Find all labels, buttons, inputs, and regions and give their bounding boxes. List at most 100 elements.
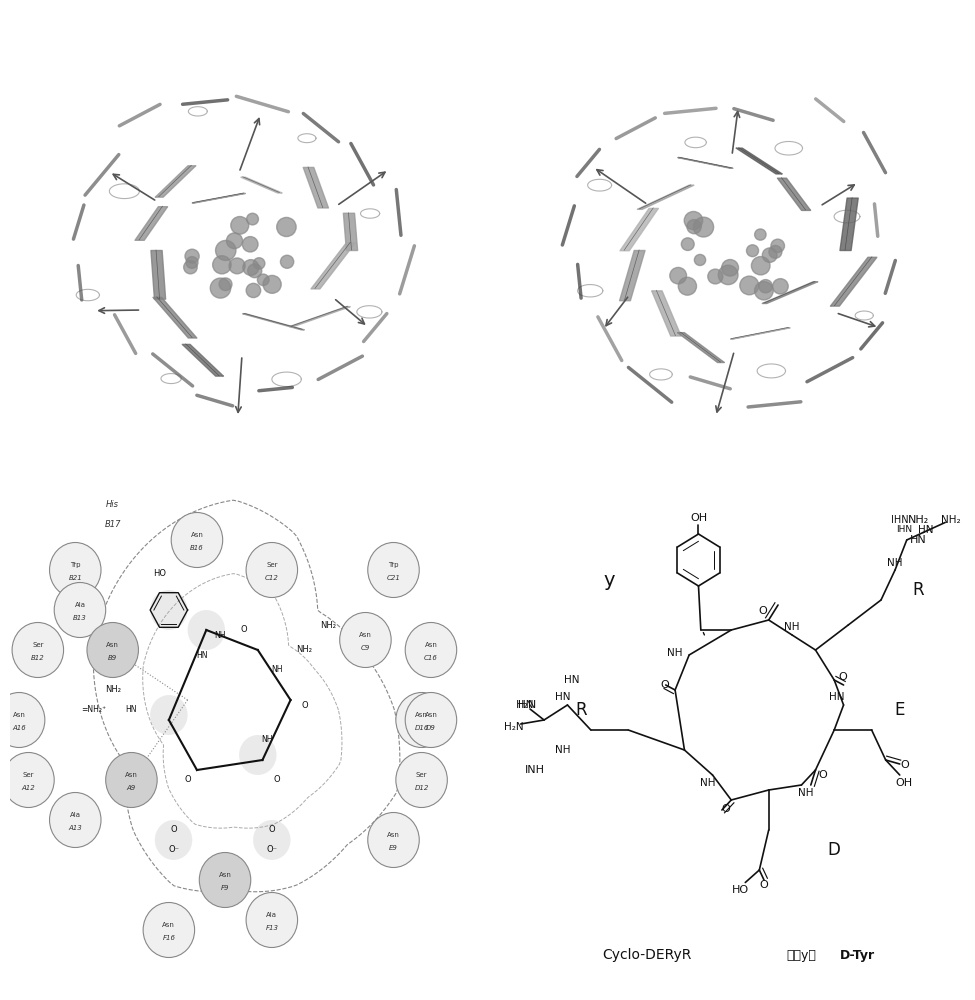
Text: HN: HN (196, 650, 208, 660)
Text: C9: C9 (361, 645, 370, 651)
Circle shape (368, 812, 419, 867)
Text: Asn: Asn (218, 872, 231, 878)
Text: E: E (894, 701, 905, 719)
Text: His: His (106, 500, 119, 509)
Text: O⁻: O⁻ (168, 846, 179, 854)
Circle shape (368, 542, 419, 597)
Circle shape (684, 211, 703, 230)
Text: O: O (722, 804, 730, 814)
Circle shape (231, 217, 249, 234)
Text: A12: A12 (21, 784, 35, 790)
Circle shape (211, 278, 231, 298)
Circle shape (55, 582, 105, 638)
Text: NH: NH (261, 736, 273, 744)
Text: B9: B9 (108, 654, 117, 660)
Circle shape (0, 692, 45, 748)
Text: HN: HN (555, 692, 570, 702)
Text: F9: F9 (220, 884, 229, 890)
Text: O: O (268, 826, 275, 834)
Circle shape (694, 254, 706, 266)
Circle shape (771, 239, 785, 253)
Text: HO: HO (732, 885, 749, 895)
Circle shape (254, 820, 291, 860)
Text: Asn: Asn (359, 632, 371, 638)
Text: C12: C12 (265, 574, 279, 580)
Circle shape (747, 245, 759, 257)
Text: Asn: Asn (424, 642, 438, 648)
Circle shape (396, 692, 448, 748)
Circle shape (186, 257, 198, 268)
Text: R: R (575, 701, 587, 719)
Text: A9: A9 (127, 784, 136, 790)
Text: O: O (838, 672, 847, 682)
Text: D12: D12 (414, 784, 429, 790)
Text: A13: A13 (68, 824, 82, 830)
Text: IHN: IHN (891, 515, 909, 525)
Circle shape (246, 892, 297, 948)
Text: O: O (241, 626, 247, 635)
Circle shape (339, 612, 391, 668)
Text: Cyclo-DERyR: Cyclo-DERyR (603, 948, 691, 962)
Text: NH: NH (784, 622, 800, 633)
Text: Ser: Ser (22, 772, 34, 778)
Circle shape (670, 267, 686, 284)
Text: NH: NH (555, 745, 570, 755)
Text: O: O (818, 770, 827, 780)
Text: C16: C16 (424, 654, 438, 660)
Text: O: O (171, 826, 176, 834)
Circle shape (215, 240, 236, 260)
Text: Asn: Asn (163, 922, 176, 928)
Text: H₂N: H₂N (504, 722, 524, 732)
Text: Asn: Asn (424, 712, 438, 718)
Text: Ser: Ser (416, 772, 427, 778)
Text: Ser: Ser (32, 642, 44, 648)
Text: C21: C21 (386, 574, 401, 580)
Text: B21: B21 (68, 574, 82, 580)
Text: HN: HN (917, 525, 933, 535)
Circle shape (246, 542, 297, 597)
Text: NH₂: NH₂ (296, 646, 313, 654)
Text: NH₂: NH₂ (104, 686, 121, 694)
Text: INH: INH (526, 765, 545, 775)
Text: HO: HO (153, 568, 166, 577)
Circle shape (762, 248, 777, 262)
Circle shape (239, 735, 277, 775)
Text: HN: HN (565, 675, 580, 685)
Text: Ala: Ala (266, 912, 277, 918)
Circle shape (105, 752, 157, 808)
Circle shape (243, 260, 258, 275)
Circle shape (155, 820, 192, 860)
Text: O: O (760, 880, 768, 890)
Text: NH₂: NH₂ (320, 620, 336, 630)
Circle shape (687, 220, 701, 234)
Circle shape (226, 233, 243, 249)
Circle shape (406, 622, 456, 678)
Text: D: D (828, 841, 840, 859)
Text: HN: HN (518, 700, 533, 710)
Text: Asn: Asn (125, 772, 137, 778)
Circle shape (12, 622, 63, 678)
Text: Trp: Trp (388, 562, 399, 568)
Circle shape (243, 237, 258, 252)
Text: F13: F13 (265, 924, 278, 930)
Text: O⁻: O⁻ (266, 846, 277, 854)
Circle shape (396, 752, 448, 808)
Circle shape (150, 590, 187, 630)
Circle shape (183, 261, 197, 274)
Text: O: O (900, 760, 909, 770)
Circle shape (248, 264, 261, 278)
Text: Asn: Asn (387, 832, 400, 838)
Text: Trp: Trp (70, 562, 81, 568)
Circle shape (722, 260, 738, 276)
Text: D-Tyr: D-Tyr (840, 948, 876, 962)
Text: HN: HN (126, 706, 137, 714)
Text: NH: NH (271, 666, 282, 674)
Circle shape (50, 542, 101, 597)
Circle shape (254, 258, 265, 269)
Circle shape (281, 255, 293, 268)
Text: Ser: Ser (266, 562, 278, 568)
Text: NH: NH (799, 788, 814, 798)
Circle shape (50, 792, 101, 848)
Circle shape (263, 275, 281, 293)
Text: O: O (759, 606, 767, 616)
